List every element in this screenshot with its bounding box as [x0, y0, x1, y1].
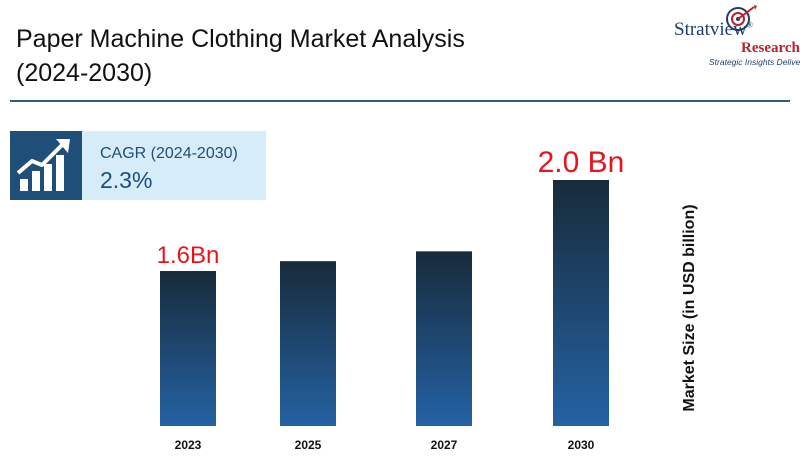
cagr-icon-container [10, 131, 82, 200]
x-tick-label-2027: 2027 [431, 438, 458, 452]
bar-2025 [280, 261, 336, 426]
x-tick-label-2023: 2023 [175, 438, 202, 452]
cagr-value: 2.3% [100, 167, 153, 193]
bar-2023 [160, 271, 216, 426]
title-line-1: Paper Machine Clothing Market Analysis [16, 25, 465, 53]
x-tick-label-2030: 2030 [568, 438, 595, 452]
growth-chart-icon [16, 139, 70, 191]
data-label-2030: 2.0 Bn [538, 146, 625, 179]
cagr-callout: CAGR (2024-2030) 2.3% [10, 131, 266, 200]
cagr-label: CAGR (2024-2030) [100, 145, 238, 162]
chart-bars: 2023 1.6Bn 2025 2027 2030 2.0 Bn [157, 146, 625, 452]
bar-2030 [553, 180, 609, 426]
y-axis-label: Market Size (in USD billion) [681, 204, 698, 412]
data-label-2023: 1.6Bn [157, 242, 220, 269]
page-title: Paper Machine Clothing Market Analysis (… [16, 22, 576, 90]
logo-brand: Stratview® [674, 19, 753, 40]
x-tick-label-2025: 2025 [295, 438, 322, 452]
header-divider [10, 100, 790, 102]
logo-tagline: Strategic Insights Delivered [709, 57, 800, 67]
target-arrow-icon [726, 5, 757, 31]
company-logo: Stratview® Research Strategic Insights D… [630, 4, 800, 70]
bar-2027 [416, 251, 472, 426]
logo-research: Research [741, 40, 800, 56]
title-line-2: (2024-2030) [16, 59, 153, 87]
